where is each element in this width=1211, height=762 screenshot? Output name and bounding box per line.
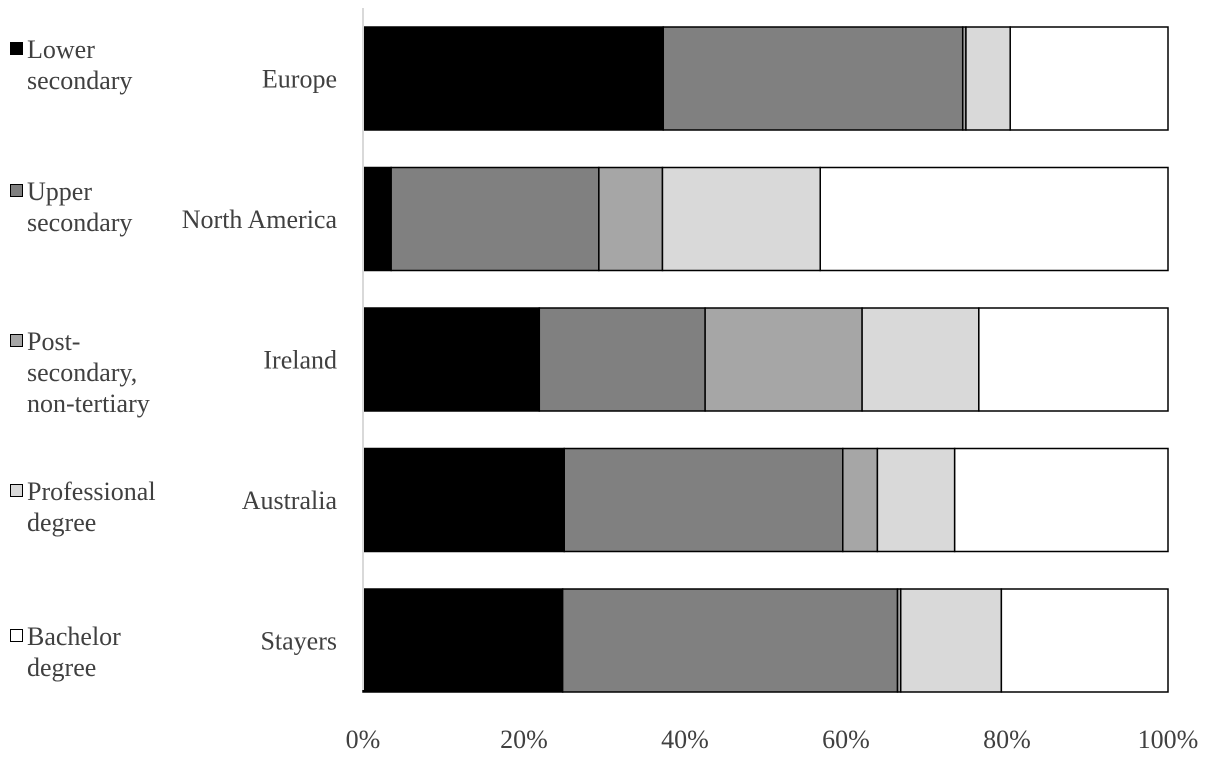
legend-swatch <box>10 629 23 642</box>
x-tick-label-0: 0% <box>346 725 381 754</box>
bar-north-america-upper-secondary <box>390 166 600 272</box>
bar-europe-bachelor-degree <box>1009 26 1169 131</box>
x-tick-label-5: 100% <box>1138 725 1199 754</box>
category-label-australia: Australia <box>242 486 338 515</box>
category-label-ireland: Ireland <box>263 346 337 375</box>
x-tick-label-2: 40% <box>661 725 709 754</box>
bar-australia-post-secondary-non-tertiary <box>842 447 879 553</box>
bar-stayers-lower-secondary <box>362 588 564 693</box>
bar-ireland-bachelor-degree <box>978 307 1169 412</box>
legend-label: Bachelor degree <box>27 622 121 682</box>
x-tick-label-4: 80% <box>983 725 1031 754</box>
legend-label: Upper secondary <box>27 177 133 237</box>
bar-ireland-post-secondary-non-tertiary <box>704 307 863 412</box>
bar-stayers-bachelor-degree <box>1000 588 1169 693</box>
legend-swatch <box>10 334 23 347</box>
legend-item-professional-degree: Professional degree <box>10 476 156 538</box>
legend-swatch <box>10 184 23 197</box>
category-labels: Europe North America Ireland Australia Staye… <box>182 65 338 656</box>
category-label-stayers: Stayers <box>260 627 337 656</box>
x-tick-label-3: 60% <box>822 725 870 754</box>
bar-stayers-upper-secondary <box>561 588 899 693</box>
legend-swatch <box>10 484 23 497</box>
x-tick-labels: 0% 20% 40% 60% 80% 100% <box>346 725 1199 754</box>
category-label-north-america: North America <box>182 205 338 234</box>
legend-item-bachelor-degree: Bachelor degree <box>10 621 121 683</box>
legend-item-upper-secondary: Upper secondary <box>10 176 132 238</box>
bar-australia-upper-secondary <box>563 447 844 553</box>
legend-label: Professional degree <box>27 477 156 537</box>
bar-australia-bachelor-degree <box>953 447 1169 553</box>
bar-europe-upper-secondary <box>662 26 964 131</box>
bar-australia-professional-degree <box>876 447 956 553</box>
bar-ireland-professional-degree <box>861 307 980 412</box>
bar-europe-professional-degree <box>965 26 1011 131</box>
legend-label: Lower secondary <box>27 35 133 95</box>
legend-item-post-secondary-non-tertiary: Post- secondary, non-tertiary <box>10 326 150 419</box>
bar-australia-lower-secondary <box>362 447 565 553</box>
legend-item-lower-secondary: Lower secondary <box>10 34 132 96</box>
bar-ireland-lower-secondary <box>362 307 541 412</box>
bar-stayers-professional-degree <box>899 588 1003 693</box>
bar-north-america-bachelor-degree <box>819 166 1169 272</box>
category-label-europe: Europe <box>262 65 337 94</box>
bar-north-america-professional-degree <box>661 166 821 272</box>
bar-north-america-lower-secondary <box>362 166 392 272</box>
bar-europe-lower-secondary <box>362 26 665 131</box>
bars-layer <box>362 26 1169 693</box>
x-tick-label-1: 20% <box>500 725 548 754</box>
bar-north-america-post-secondary-non-tertiary <box>598 166 664 272</box>
legend-label: Post- secondary, non-tertiary <box>27 327 150 418</box>
bar-ireland-upper-secondary <box>538 307 706 412</box>
legend-swatch <box>10 42 23 55</box>
